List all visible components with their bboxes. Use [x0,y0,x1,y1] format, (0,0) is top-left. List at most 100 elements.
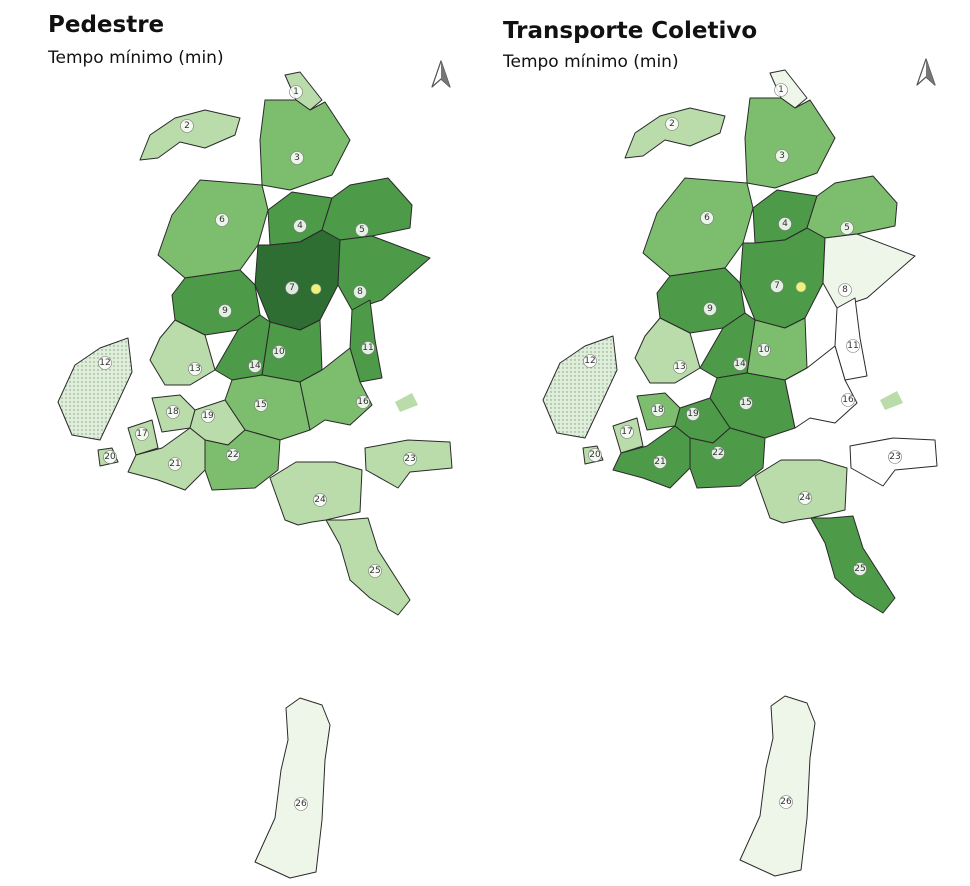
zone-label-badge [218,304,232,318]
zone-label-badge [103,450,117,464]
zone-label-badge [188,362,202,376]
zone-label-badge [98,356,112,370]
zone-label-badge [583,354,597,368]
zone-label-badge [368,564,382,578]
zone-label-badge [653,455,667,469]
zone-label-badge [313,493,327,507]
zone-label-badge [779,795,793,809]
zone-6 [157,179,269,279]
zone-label-badge [226,448,240,462]
panel-subtitle: Tempo mínimo (min) [503,52,679,72]
zone-label: 7 [774,281,780,291]
zone-label-badge [361,341,375,355]
zone-label: 17 [136,429,147,439]
zone-label-badge [290,151,304,165]
zone-22 [689,427,766,489]
zone-label: 15 [255,400,266,410]
zone-label: 19 [202,411,214,421]
zone-label-badge [356,395,370,409]
zone-8 [337,235,431,311]
map-panel-pedestre: Pedestre Tempo mínimo (min) 1 2 3 4 5 6 7 8 9 10 1… [48,12,453,879]
zone-8 [822,233,916,309]
zone-12 [542,335,618,439]
zone-label-badge [703,302,717,316]
zone-label: 21 [654,457,665,467]
zone-label: 23 [889,452,900,462]
zone-label: 19 [687,409,699,419]
zone-label: 16 [357,397,369,407]
zone-label-badge [798,491,812,505]
zone-label: 8 [357,287,363,297]
zone-label-badge [700,211,714,225]
zone-label: 6 [704,213,710,223]
zone-label: 3 [779,151,785,161]
zone-label-badge [254,398,268,412]
zone-label: 14 [734,359,746,369]
zone-label: 7 [289,283,295,293]
zone-16 [784,345,858,429]
zone-label-badge [733,357,747,371]
zone-label: 22 [227,450,238,460]
zone-label-badge [757,343,771,357]
zone-12 [57,337,133,441]
zone-label: 10 [273,347,285,357]
zone-label-badge [665,117,679,131]
zone-label: 2 [184,121,190,131]
zone-label-badge [293,219,307,233]
zone-label-badge [294,797,308,811]
zone-7 [739,227,826,329]
zone-label-badge [166,405,180,419]
zone-24 [269,461,363,526]
zone-label-badge [588,448,602,462]
zone-label-badge [180,119,194,133]
zone-7 [254,229,341,331]
zone-label: 16 [842,395,854,405]
north-arrow-icon [916,58,936,86]
zone-label-badge [775,149,789,163]
zone-label: 8 [842,285,848,295]
zone-label: 4 [297,221,303,231]
zone-label-badge [289,85,303,99]
zone-label: 5 [844,223,850,233]
panel-subtitle: Tempo mínimo (min) [48,48,224,68]
zone-label-badge [215,213,229,227]
zone-label: 1 [778,85,784,95]
zone-label: 10 [758,345,770,355]
zone-label-badge [853,562,867,576]
zone-16 [299,347,373,431]
zone-label: 26 [295,799,307,809]
zone-label-badge [770,279,784,293]
zone-3 [744,97,836,189]
zone-label-badge [846,339,860,353]
zone-26 [254,697,331,879]
zone-label: 21 [169,459,180,469]
island-fragment [880,391,903,410]
zone-label: 24 [314,495,326,505]
zone-label: 9 [707,304,713,314]
zone-label-badge [739,396,753,410]
zone-label: 18 [167,407,179,417]
zone-label-badge [841,393,855,407]
zone-label: 12 [584,356,595,366]
zone-label: 5 [359,225,365,235]
zone-label: 3 [294,153,300,163]
zone-label-badge [168,457,182,471]
zone-label-badge [711,446,725,460]
zone-label: 18 [652,405,664,415]
zone-6 [642,177,754,277]
zone-label-badge [201,409,215,423]
zone-label-badge [774,83,788,97]
zone-22 [204,429,281,491]
zone-label-badge [651,403,665,417]
zone-label-badge [135,427,149,441]
zone-label-badge [838,283,852,297]
zone-label-badge [285,281,299,295]
zone-label: 1 [293,87,299,97]
zone-label: 9 [222,306,228,316]
zone-label-badge [888,450,902,464]
zone-label: 11 [362,343,373,353]
north-arrow-icon [431,60,451,88]
zone-label-badge [778,217,792,231]
zone-label-badge [355,223,369,237]
